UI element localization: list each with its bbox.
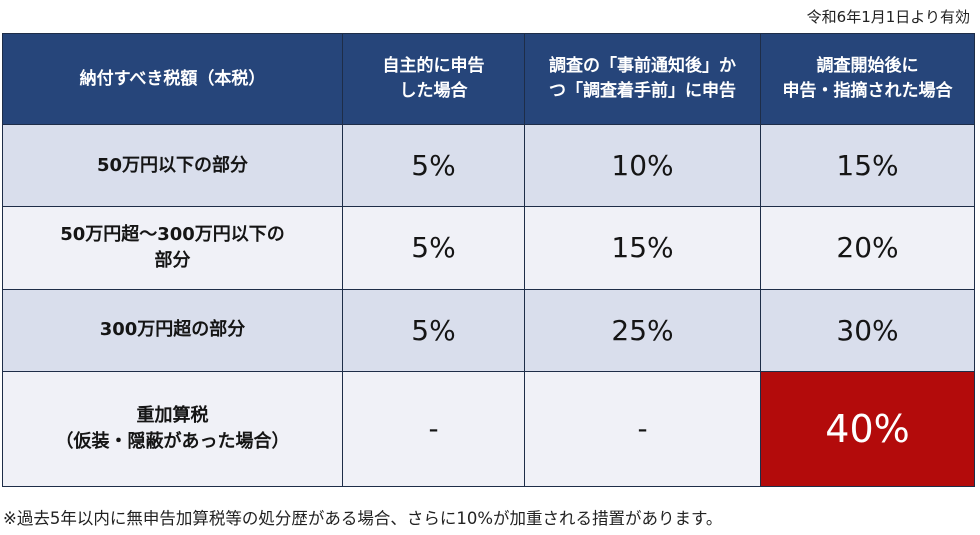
rate-cell: 25% — [524, 288, 761, 372]
row-label: 300万円超の部分 — [2, 288, 343, 372]
header-tax-amount: 納付すべき税額（本税） — [2, 32, 343, 126]
rate-cell: 5% — [342, 124, 525, 208]
row-label: 50万円超～300万円以下の 部分 — [2, 206, 343, 290]
rate-cell: 10% — [524, 124, 761, 208]
table-row: 300万円超の部分 5% 25% 30% — [2, 288, 975, 372]
footnote: ※過去5年以内に無申告加算税等の処分歴がある場合、さらに10%が加重される措置が… — [3, 509, 723, 528]
table-row: 50万円以下の部分 5% 10% 15% — [2, 124, 975, 208]
rate-cell: 30% — [760, 288, 975, 372]
rate-cell: 5% — [342, 206, 525, 290]
table-row: 重加算税 （仮装・隠蔽があった場合） - - 40% — [2, 370, 975, 488]
rate-cell: 15% — [760, 124, 975, 208]
effective-date: 令和6年1月1日より有効 — [806, 8, 970, 26]
table-header-row: 納付すべき税額（本税） 自主的に申告 した場合 調査の「事前通知後」か つ「調査着手… — [2, 32, 975, 126]
highlighted-rate-cell: 40% — [760, 370, 975, 488]
rate-cell: 20% — [760, 206, 975, 290]
header-voluntary: 自主的に申告 した場合 — [342, 32, 525, 126]
header-after-notice: 調査の「事前通知後」か つ「調査着手前」に申告 — [524, 32, 761, 126]
rate-cell: 5% — [342, 288, 525, 372]
row-label: 重加算税 （仮装・隠蔽があった場合） — [2, 370, 343, 488]
table-row: 50万円超～300万円以下の 部分 5% 15% 20% — [2, 206, 975, 290]
penalty-rate-table: 納付すべき税額（本税） 自主的に申告 した場合 調査の「事前通知後」か つ「調査着手… — [2, 32, 975, 488]
rate-cell: - — [524, 370, 761, 488]
rate-cell: 15% — [524, 206, 761, 290]
header-after-audit: 調査開始後に 申告・指摘された場合 — [760, 32, 975, 126]
row-label: 50万円以下の部分 — [2, 124, 343, 208]
rate-cell: - — [342, 370, 525, 488]
